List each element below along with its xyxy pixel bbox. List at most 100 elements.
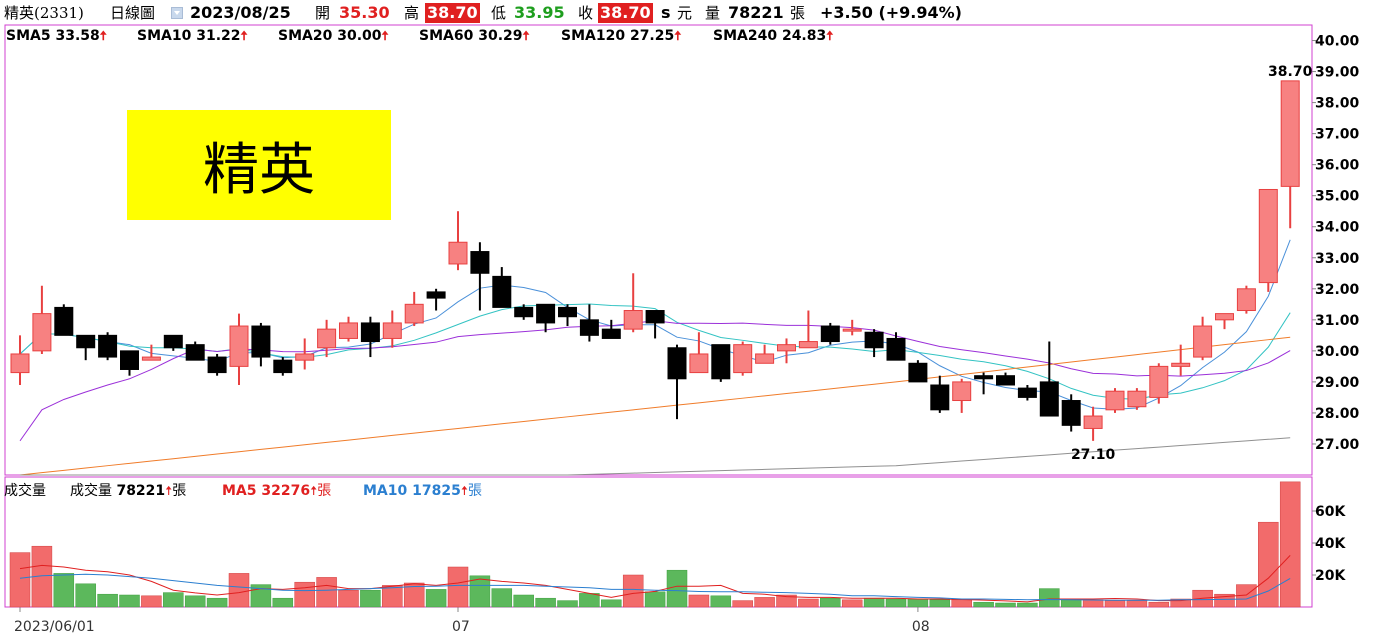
candle-body xyxy=(1083,415,1103,429)
volume-bar xyxy=(316,577,337,608)
candle-body xyxy=(864,331,884,349)
candle-body xyxy=(1127,390,1147,408)
candle-body xyxy=(76,334,96,349)
candle-body xyxy=(404,303,424,324)
volume-bar xyxy=(929,599,951,608)
sma120-line xyxy=(20,437,1291,476)
volume-bar xyxy=(535,597,556,608)
volume-unit: 張 xyxy=(790,4,806,22)
volume-bar xyxy=(732,600,753,608)
high-value: 38.70 xyxy=(425,3,480,23)
candle-body xyxy=(163,334,183,349)
low-label: 低 xyxy=(491,4,507,22)
stock-title-box: 精英 xyxy=(127,110,391,220)
volume-bar xyxy=(907,598,929,608)
volume-bar xyxy=(1126,600,1148,608)
candle-body xyxy=(295,353,315,361)
close-label: 收 xyxy=(578,4,594,22)
candle-body xyxy=(952,381,972,402)
y-tick-label: 39.00 xyxy=(1315,65,1360,81)
candle-body xyxy=(1171,362,1191,367)
volume-bar xyxy=(973,601,994,608)
candle-body xyxy=(185,344,205,361)
candle-body xyxy=(1105,390,1125,411)
candle-body xyxy=(733,344,753,374)
volume-bar xyxy=(579,593,600,608)
volume-panel-frame xyxy=(4,476,1313,608)
volume-bar xyxy=(644,591,666,608)
chevron-down-icon[interactable] xyxy=(171,7,183,19)
volume-bar xyxy=(863,597,885,608)
volume-bar xyxy=(885,598,907,608)
volume-value: 78221 xyxy=(728,3,784,22)
volume-panel-title: 成交量 xyxy=(4,483,46,499)
candle-body xyxy=(908,362,928,383)
candle-body xyxy=(1149,365,1169,398)
candle-body xyxy=(339,322,358,339)
period-select[interactable]: 日線圖 xyxy=(110,4,156,22)
candle-body xyxy=(120,350,139,370)
candle-body xyxy=(689,353,709,374)
volume-bar xyxy=(294,581,315,608)
price-annotation: 27.10 xyxy=(1071,447,1116,463)
volume-bar xyxy=(184,595,206,608)
volume-ma10-line xyxy=(19,573,1291,601)
candle-body xyxy=(229,325,249,367)
candle-body xyxy=(1039,381,1059,417)
volume-bar xyxy=(469,575,491,608)
candle-body xyxy=(141,356,161,361)
volume-bar xyxy=(1279,481,1301,608)
volume-tick-label: 60K xyxy=(1315,504,1346,520)
volume-bar xyxy=(622,574,644,608)
candle-body xyxy=(1193,325,1213,358)
y-tick-label: 38.00 xyxy=(1315,96,1360,112)
candle-body xyxy=(579,319,599,336)
volume-bar xyxy=(9,552,31,608)
candle-body xyxy=(98,334,118,358)
high-label: 高 xyxy=(404,4,420,22)
candle-body xyxy=(755,353,775,364)
volume-tick-label: 20K xyxy=(1315,568,1346,584)
volume-ma5-line xyxy=(19,555,1291,603)
candle-body xyxy=(623,310,643,330)
candle-body xyxy=(10,353,30,374)
volume-bar xyxy=(1060,599,1082,608)
open-label: 開 xyxy=(315,4,331,22)
candle-body xyxy=(711,344,731,380)
volume-bar xyxy=(688,594,710,608)
low-value: 33.95 xyxy=(514,3,565,22)
price-panel-frame xyxy=(4,24,1313,476)
volume-bar xyxy=(163,592,184,608)
candle-body xyxy=(251,325,271,358)
y-tick-label: 37.00 xyxy=(1315,127,1360,143)
sma5-legend: SMA5 33.58🠅 xyxy=(6,28,107,44)
price-change: +3.50 (+9.94%) xyxy=(820,3,962,22)
ma10-volume-legend: MA10 17825🠅張 xyxy=(363,483,482,499)
candle-body xyxy=(667,347,687,380)
candle-body xyxy=(798,341,818,349)
volume-bar xyxy=(995,602,1016,608)
quote-date: 2023/08/25 xyxy=(190,3,291,22)
arrow-up-icon: 🠅 xyxy=(165,484,173,499)
arrow-up-icon: 🠅 xyxy=(381,29,389,44)
x-tick-label: 07 xyxy=(452,619,470,635)
candle-body xyxy=(974,375,994,380)
volume-bar xyxy=(53,573,75,608)
close-value: 38.70 xyxy=(598,3,653,23)
volume-bar xyxy=(841,599,863,608)
volume-bar xyxy=(710,595,732,608)
volume-bar xyxy=(1104,600,1126,608)
candle-body xyxy=(1280,80,1300,187)
candle-body xyxy=(820,325,840,343)
volume-bar xyxy=(513,594,534,608)
arrow-up-icon: 🠅 xyxy=(310,484,318,499)
candle-body xyxy=(426,291,446,299)
volume-bar xyxy=(75,583,96,608)
volume-bar xyxy=(119,594,140,608)
candle-body xyxy=(492,275,512,308)
candle-body xyxy=(842,328,862,332)
candle-body xyxy=(32,313,52,352)
y-tick-label: 34.00 xyxy=(1315,220,1360,236)
y-tick-label: 33.00 xyxy=(1315,251,1360,267)
